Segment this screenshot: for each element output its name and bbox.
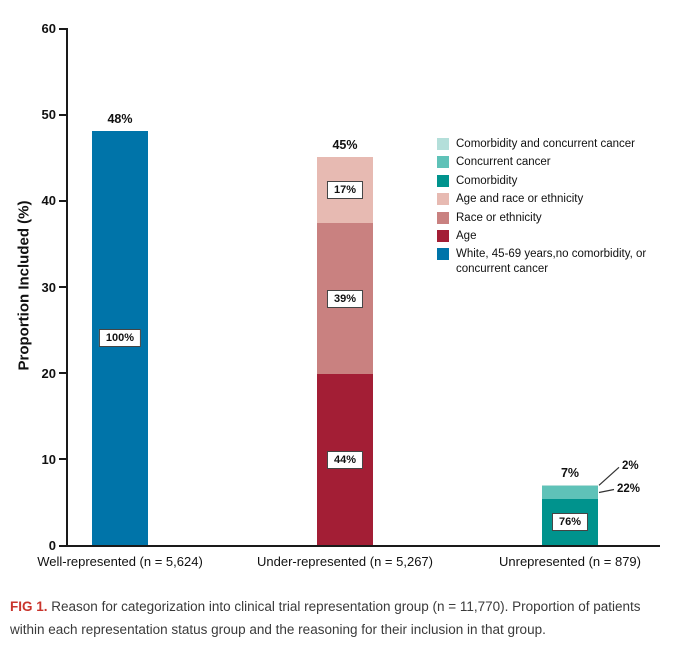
x-category-label: Under-represented (n = 5,267) bbox=[257, 554, 433, 569]
figure-caption-text: Reason for categorization into clinical … bbox=[10, 599, 641, 637]
legend-label: Age bbox=[456, 229, 477, 242]
y-tick-mark bbox=[59, 199, 66, 202]
y-tick-mark bbox=[59, 286, 66, 288]
legend-swatch bbox=[437, 193, 449, 206]
legend-swatch bbox=[437, 248, 449, 261]
x-category-label: Unrepresented (n = 879) bbox=[498, 554, 642, 569]
segment-label: 100% bbox=[98, 329, 142, 348]
bar-total-label: 48% bbox=[107, 112, 133, 127]
y-tick-mark bbox=[59, 27, 66, 30]
segment-callout-label: 2% bbox=[622, 460, 639, 473]
y-tick-label: 0 bbox=[48, 538, 56, 553]
callout-line bbox=[598, 488, 615, 494]
legend-item: Age bbox=[437, 229, 666, 243]
figure-caption: FIG 1. Reason for categorization into cl… bbox=[10, 596, 670, 642]
segment-label: 76% bbox=[551, 513, 589, 532]
legend-swatch bbox=[437, 229, 449, 242]
legend-item: Race or ethnicity bbox=[437, 211, 666, 225]
y-tick-label: 50 bbox=[41, 107, 56, 123]
segment-callout-label: 22% bbox=[617, 482, 641, 495]
y-tick-label: 40 bbox=[41, 193, 56, 209]
figure-caption-label: FIG 1. bbox=[10, 599, 48, 614]
legend-label: White, 45-69 years,no comorbidity, or co… bbox=[456, 248, 647, 275]
legend-swatch bbox=[437, 211, 449, 224]
y-tick-label: 30 bbox=[41, 279, 56, 295]
segment-label: 44% bbox=[326, 450, 364, 469]
y-tick-label: 10 bbox=[41, 451, 56, 467]
legend-item: Comorbidity bbox=[437, 174, 666, 188]
bar-total-label: 45% bbox=[332, 138, 358, 153]
y-axis-line bbox=[66, 28, 68, 547]
legend-label: Comorbidity bbox=[456, 174, 518, 187]
bar-segment bbox=[542, 484, 598, 486]
legend-item: Age and race or ethnicity bbox=[437, 192, 666, 206]
segment-label: 39% bbox=[326, 289, 364, 308]
segment-label: 17% bbox=[326, 181, 364, 200]
legend-item: White, 45-69 years,no comorbidity, or co… bbox=[437, 247, 666, 276]
callout-line bbox=[598, 466, 620, 486]
y-tick-label: 60 bbox=[41, 21, 56, 36]
legend-label: Race or ethnicity bbox=[456, 211, 542, 224]
y-tick-label: 20 bbox=[41, 365, 56, 381]
legend-label: Age and race or ethnicity bbox=[456, 193, 584, 206]
legend-swatch bbox=[437, 156, 449, 169]
bar-segment bbox=[542, 485, 598, 500]
y-tick-mark bbox=[59, 458, 66, 461]
x-axis-line bbox=[66, 545, 660, 547]
legend-swatch bbox=[437, 174, 449, 187]
legend-item: Comorbidity and concurrent cancer bbox=[437, 137, 666, 151]
y-tick-mark bbox=[59, 113, 66, 116]
legend-swatch bbox=[437, 138, 449, 150]
y-tick-mark bbox=[59, 372, 66, 375]
bar-total-label: 7% bbox=[560, 465, 580, 480]
legend-label: Comorbidity and concurrent cancer bbox=[456, 138, 635, 150]
legend-label: Concurrent cancer bbox=[456, 156, 551, 169]
legend-item: Concurrent cancer bbox=[437, 155, 666, 169]
chart-legend: Comorbidity and concurrent cancer Concurr… bbox=[437, 137, 666, 280]
x-category-label: Well-represented (n = 5,624) bbox=[37, 554, 203, 569]
y-tick-mark bbox=[59, 544, 66, 547]
